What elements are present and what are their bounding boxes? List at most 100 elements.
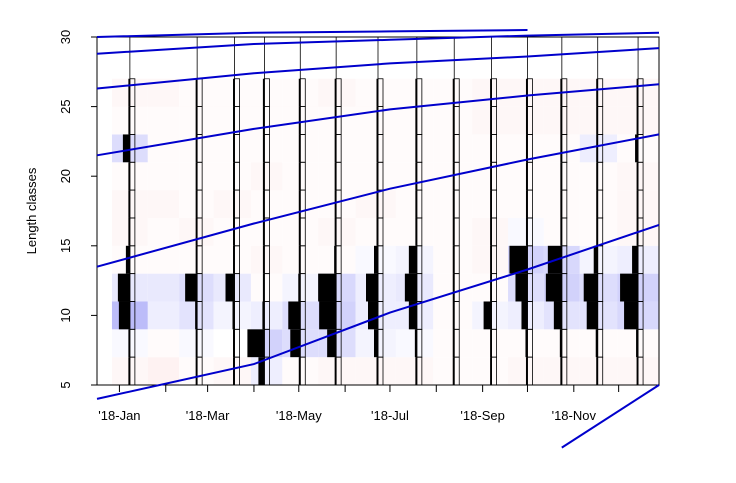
frequency-bar bbox=[233, 78, 235, 107]
frequency-bar bbox=[515, 273, 528, 302]
frequency-bar bbox=[452, 245, 455, 274]
heatmap-cell bbox=[213, 217, 251, 246]
frequency-bar bbox=[376, 190, 378, 218]
frequency-bar bbox=[117, 273, 130, 302]
heatmap-cell bbox=[355, 78, 396, 107]
frequency-bar bbox=[262, 301, 265, 330]
frequency-bar-outline bbox=[377, 78, 384, 108]
frequency-bar bbox=[415, 357, 417, 385]
frequency-bar bbox=[490, 245, 492, 274]
frequency-bar bbox=[128, 106, 130, 135]
frequency-bar bbox=[195, 245, 198, 274]
frequency-bar bbox=[545, 273, 562, 302]
frequency-bar bbox=[334, 245, 337, 274]
frequency-bar bbox=[415, 190, 417, 218]
frequency-bar bbox=[452, 329, 455, 358]
frequency-bar bbox=[374, 329, 378, 358]
frequency-bar bbox=[298, 162, 301, 191]
frequency-bar bbox=[490, 329, 492, 358]
frequency-bar bbox=[195, 190, 198, 218]
y-tick-label: 5 bbox=[58, 381, 73, 388]
frequency-bar bbox=[452, 134, 455, 163]
heatmap-cell bbox=[147, 217, 180, 246]
frequency-bar bbox=[596, 162, 598, 191]
frequency-bar bbox=[195, 78, 198, 107]
growth-curve bbox=[96, 133, 660, 268]
frequency-bar bbox=[376, 217, 378, 246]
heatmap-cell bbox=[147, 134, 180, 163]
heatmap-cell bbox=[250, 78, 283, 107]
y-tick-label: 10 bbox=[58, 308, 73, 322]
heatmap-cell bbox=[213, 190, 251, 218]
heatmap-cell bbox=[250, 301, 283, 330]
frequency-bar bbox=[490, 78, 492, 107]
heatmap-cell bbox=[213, 245, 251, 274]
frequency-bar bbox=[125, 245, 130, 274]
frequency-bar bbox=[334, 134, 337, 163]
heatmap-cell bbox=[213, 134, 251, 163]
frequency-bar bbox=[128, 329, 130, 358]
heatmap-cell bbox=[395, 106, 434, 135]
growth-curve bbox=[96, 223, 660, 400]
frequency-bar bbox=[298, 273, 301, 302]
frequency-bar bbox=[195, 301, 198, 330]
frequency-bar bbox=[415, 78, 417, 107]
heatmap-cell bbox=[250, 134, 283, 163]
x-tick-label: '18-Nov bbox=[552, 408, 597, 423]
frequency-bar bbox=[525, 78, 528, 107]
frequency-bar bbox=[525, 106, 528, 135]
frequency-bar bbox=[596, 357, 598, 385]
frequency-bar bbox=[404, 273, 417, 302]
frequency-bar bbox=[298, 78, 301, 107]
frequency-bar bbox=[262, 134, 265, 163]
axis-layer: 5 10 15 20 25 30 '18-Jan '18-Mar '18-May '18-Jul '… bbox=[58, 30, 620, 423]
frequency-bar bbox=[525, 329, 528, 358]
frequency-bar bbox=[376, 357, 378, 385]
frequency-bar bbox=[334, 217, 337, 246]
frequency-bar bbox=[490, 190, 492, 218]
frequency-bar bbox=[560, 190, 562, 218]
heatmap-cell bbox=[355, 357, 396, 385]
frequency-bar bbox=[415, 106, 417, 135]
growth-curve bbox=[96, 83, 660, 157]
frequency-bar bbox=[452, 301, 455, 330]
frequency-bar bbox=[553, 301, 562, 330]
frequency-bar bbox=[490, 162, 492, 191]
frequency-bar bbox=[525, 190, 528, 218]
frequency-bar bbox=[128, 190, 130, 218]
frequency-bar bbox=[128, 217, 130, 246]
heatmap-cell bbox=[147, 329, 180, 358]
frequency-bar bbox=[586, 301, 598, 330]
frequency-bar bbox=[288, 301, 301, 330]
heatmap-cell bbox=[579, 190, 618, 218]
frequency-bar bbox=[262, 245, 265, 274]
heatmap-cell bbox=[318, 217, 356, 246]
growth-curve bbox=[561, 384, 660, 449]
heatmap-cell bbox=[318, 162, 356, 191]
heatmap-cell bbox=[395, 217, 434, 246]
heatmap-cell bbox=[147, 245, 180, 274]
frequency-bar bbox=[298, 217, 301, 246]
frequency-bar bbox=[233, 329, 235, 358]
frequency-bar bbox=[376, 106, 378, 135]
heatmap-cell bbox=[250, 162, 283, 191]
frequency-bar bbox=[233, 106, 235, 135]
frequency-bar bbox=[247, 329, 265, 358]
frequency-bar bbox=[636, 329, 639, 358]
frequency-bar bbox=[525, 162, 528, 191]
frequency-bar bbox=[376, 78, 378, 107]
frequency-bar bbox=[415, 162, 417, 191]
frequency-bar bbox=[195, 357, 198, 385]
frequency-bar bbox=[583, 273, 598, 302]
heatmap-cell bbox=[250, 106, 283, 135]
frequency-bar bbox=[452, 106, 455, 135]
heatmap-cell bbox=[318, 245, 356, 274]
frequency-bar bbox=[490, 106, 492, 135]
heatmap-cell bbox=[395, 329, 434, 358]
frequency-bar bbox=[128, 357, 130, 385]
x-tick-label: '18-Sep bbox=[460, 408, 504, 423]
frequency-bar bbox=[408, 301, 417, 330]
frequency-bar bbox=[636, 190, 639, 218]
heatmap-cell bbox=[318, 134, 356, 163]
frequency-bar bbox=[560, 134, 562, 163]
